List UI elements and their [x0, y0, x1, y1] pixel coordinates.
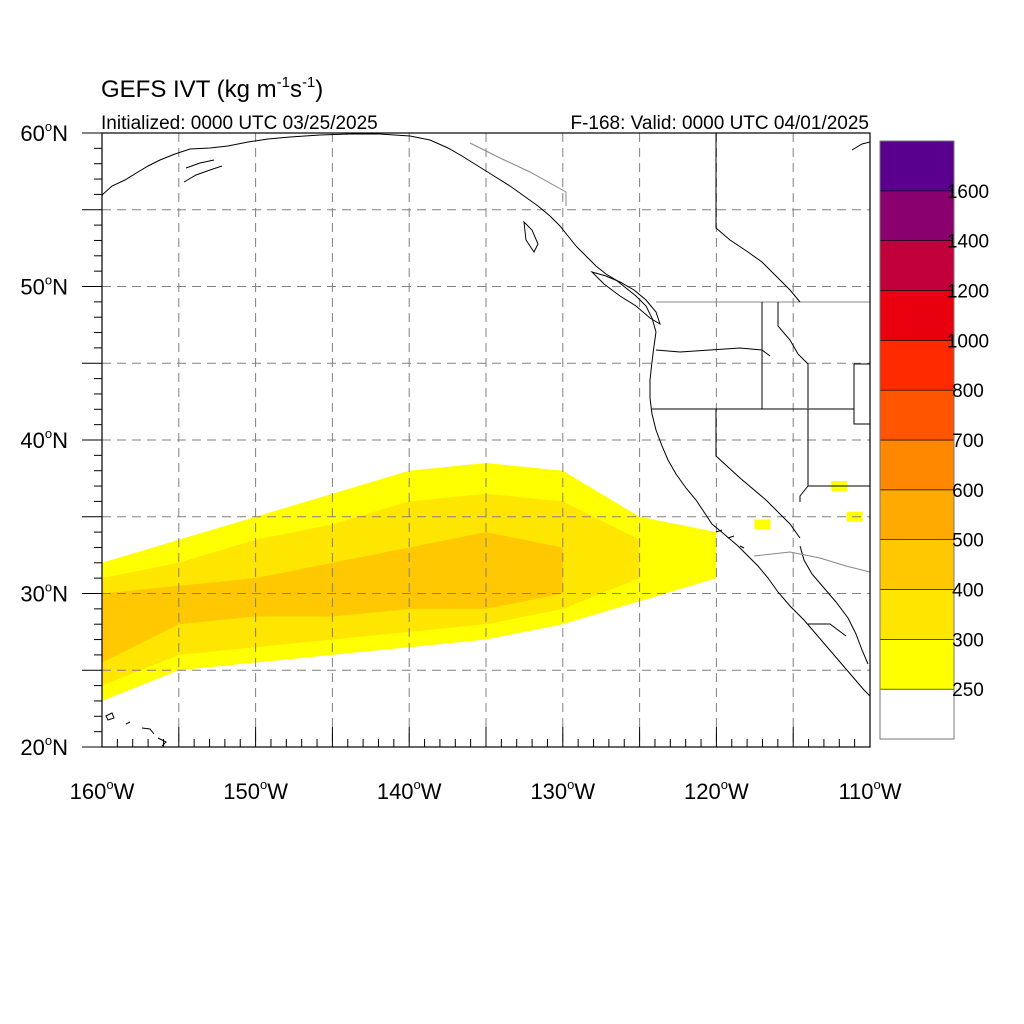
axis-labels: 160oW 150oW 140oW 130oW 120oW 110oW 20oN 30oN 40…	[20, 119, 901, 804]
lon-tick-label: 150oW	[223, 777, 288, 804]
colorbar-box	[879, 439, 955, 491]
political-boundaries	[469, 133, 870, 637]
washington-oregon-border	[655, 347, 771, 357]
nevada-east-border	[799, 409, 809, 502]
lon-tick-label: 120oW	[684, 777, 749, 804]
graticule	[102, 133, 870, 747]
nw-coast-outer	[851, 141, 870, 151]
colorbar-label: 300	[952, 630, 984, 651]
colorbar-label: 500	[952, 531, 984, 552]
colorbar-box	[879, 539, 955, 590]
colorbar-box	[879, 688, 955, 740]
colorbar-box	[879, 190, 955, 241]
bc-coastline	[575, 245, 657, 333]
arizona-border	[808, 623, 847, 637]
ivt-shading	[102, 463, 863, 701]
colorbar: 250 300 400 500 600 700 800 1000 1200 1400 1600	[879, 140, 989, 740]
colorbar-label: 700	[952, 431, 984, 452]
alaska-south-islands	[183, 159, 223, 183]
colorbar-label: 1400	[947, 232, 989, 253]
axis-ticks	[82, 132, 871, 748]
channel-islands	[715, 529, 745, 549]
idaho-border	[777, 302, 809, 408]
colorbar-frame	[879, 140, 955, 740]
colorbar-label: 1200	[947, 282, 989, 303]
colorbar-box	[879, 140, 955, 192]
bc-alberta-border	[715, 133, 801, 303]
alaska-coastline	[102, 133, 577, 247]
colorbar-label: 600	[952, 481, 984, 502]
vancouver-island	[590, 270, 661, 326]
colorbar-label: 400	[952, 581, 984, 602]
figure-title: GEFS IVT (kg m-1s-1)	[101, 74, 323, 103]
colorbar-label: 250	[952, 680, 984, 701]
hawaii-islands	[105, 712, 167, 747]
lat-tick-label: 40oN	[20, 426, 68, 453]
nevada-west-border	[715, 409, 801, 539]
ivt-band-400	[102, 532, 563, 663]
us-west-coastline	[649, 331, 870, 697]
lon-tick-label: 130oW	[530, 777, 595, 804]
colorbar-label: 1000	[947, 331, 989, 352]
lat-tick-label: 30oN	[20, 580, 68, 607]
lon-tick-label: 110oW	[838, 777, 901, 804]
us-mexico-border	[753, 551, 870, 573]
lon-tick-label: 160oW	[70, 777, 135, 804]
colorbar-box	[879, 240, 955, 291]
lat-tick-label: 20oN	[20, 733, 68, 760]
colorbar-box	[879, 389, 955, 441]
colorbar-box	[879, 639, 955, 690]
valid-time-label: F-168: Valid: 0000 UTC 04/01/2025	[570, 113, 869, 134]
colorbar-box	[879, 290, 955, 341]
colorbar-box	[879, 589, 955, 640]
haida-gwaii	[523, 220, 539, 253]
coastlines	[102, 133, 870, 747]
colorbar-label: 1600	[947, 182, 989, 203]
lon-tick-label: 140oW	[377, 777, 442, 804]
lat-tick-label: 60oN	[20, 119, 68, 146]
colorbar-box	[879, 489, 955, 540]
colorbar-box	[879, 340, 955, 391]
initialized-label: Initialized: 0000 UTC 03/25/2025	[101, 113, 378, 134]
map-panel: 160oW 150oW 140oW 130oW 120oW 110oW 20oN 30oN 40…	[20, 119, 901, 804]
ivt-patch-1	[754, 519, 771, 530]
baja-gulf-coast	[799, 545, 869, 665]
alaska-canada-border	[469, 142, 567, 206]
utah-border	[808, 363, 870, 487]
lat-tick-label: 50oN	[20, 273, 68, 300]
colorbar-label: 800	[952, 381, 984, 402]
